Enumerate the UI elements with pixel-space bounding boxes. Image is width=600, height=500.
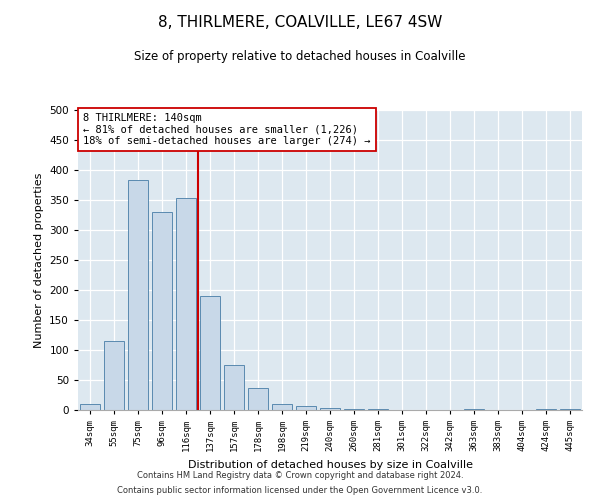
Text: 8, THIRLMERE, COALVILLE, LE67 4SW: 8, THIRLMERE, COALVILLE, LE67 4SW (158, 15, 442, 30)
Text: Contains HM Land Registry data © Crown copyright and database right 2024.: Contains HM Land Registry data © Crown c… (137, 471, 463, 480)
Bar (464, 409, 484, 410)
Bar (536, 409, 556, 410)
Text: Size of property relative to detached houses in Coalville: Size of property relative to detached ho… (134, 50, 466, 63)
Bar (200, 296, 220, 410)
Bar (320, 408, 340, 410)
Bar (176, 198, 196, 410)
Bar (104, 341, 124, 410)
Bar (344, 409, 364, 410)
X-axis label: Distribution of detached houses by size in Coalville: Distribution of detached houses by size … (187, 460, 473, 469)
Bar (296, 406, 316, 410)
Bar (272, 404, 292, 410)
Text: 8 THIRLMERE: 140sqm
← 81% of detached houses are smaller (1,226)
18% of semi-det: 8 THIRLMERE: 140sqm ← 81% of detached ho… (83, 113, 371, 146)
Bar (224, 365, 244, 410)
Bar (80, 404, 100, 410)
Bar (128, 180, 148, 410)
Bar (248, 388, 268, 410)
Y-axis label: Number of detached properties: Number of detached properties (34, 172, 44, 348)
Text: Contains public sector information licensed under the Open Government Licence v3: Contains public sector information licen… (118, 486, 482, 495)
Bar (152, 212, 172, 410)
Bar (560, 409, 580, 410)
